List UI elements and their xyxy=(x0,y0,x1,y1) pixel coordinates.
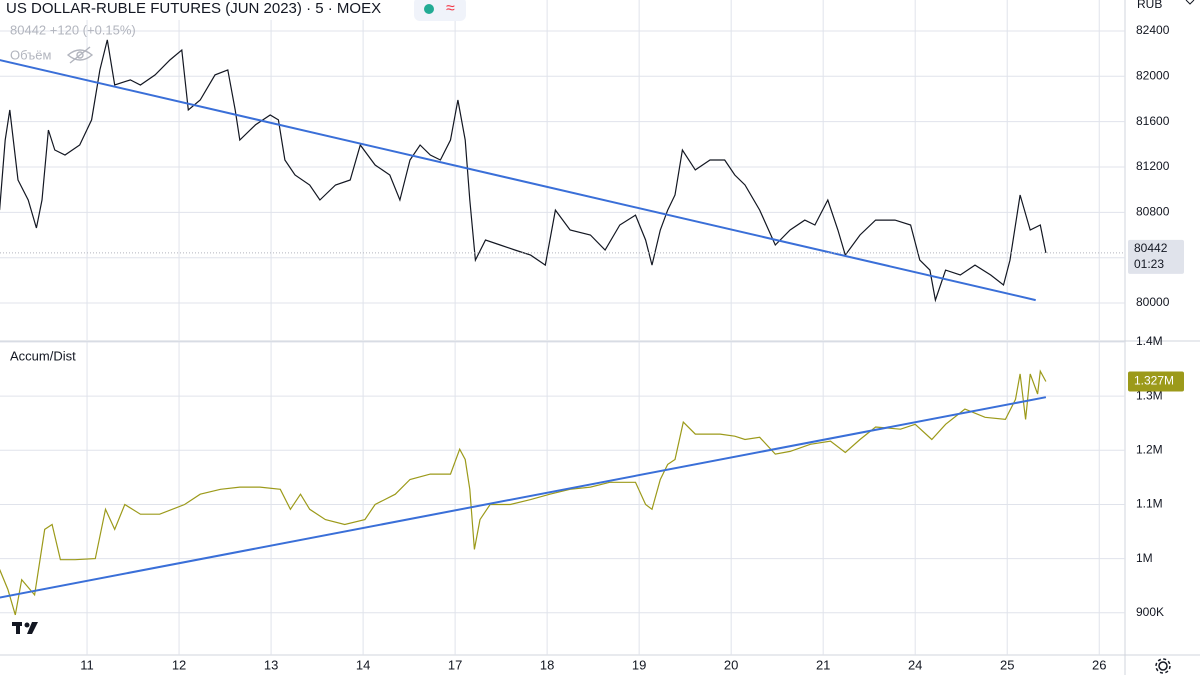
last-value: 80442 xyxy=(1134,241,1168,255)
x-tick-label: 26 xyxy=(1092,657,1106,672)
x-tick-label: 20 xyxy=(724,657,738,672)
y-tick-label: 81200 xyxy=(1136,159,1170,173)
y-tick-label: 1M xyxy=(1136,551,1153,565)
tv-logo xyxy=(12,622,38,634)
price-line xyxy=(0,39,1047,303)
settings-icon[interactable] xyxy=(1155,658,1171,674)
hide-icon[interactable] xyxy=(66,46,94,64)
y-tick-label: 80000 xyxy=(1136,295,1170,309)
currency[interactable]: RUB xyxy=(1137,0,1162,11)
status-pill xyxy=(414,0,466,21)
header-bg xyxy=(0,0,410,20)
last-value: 1.327M xyxy=(1134,374,1174,388)
x-tick-label: 21 xyxy=(816,657,830,672)
y-tick-label: 900K xyxy=(1136,605,1164,619)
y-tick-label: 1.3M xyxy=(1136,388,1163,402)
y-tick-label: 1.2M xyxy=(1136,442,1163,456)
countdown: 01:23 xyxy=(1134,257,1164,271)
trend-line xyxy=(0,396,1047,599)
currency-caret xyxy=(1185,0,1195,5)
y-tick-label: 81600 xyxy=(1136,114,1170,128)
x-tick-label: 19 xyxy=(632,657,646,672)
delay-icon: ≈ xyxy=(446,0,455,17)
x-tick-label: 25 xyxy=(1000,657,1014,672)
x-tick-label: 17 xyxy=(448,657,462,672)
price-line xyxy=(0,369,1047,616)
quote: 80442 +120 (+0.15%) xyxy=(10,22,136,37)
y-tick-label: 82000 xyxy=(1136,68,1170,82)
symbol-title: US DOLLAR-RUBLE FUTURES (JUN 2023) · 5 ·… xyxy=(6,0,381,17)
last-value-box xyxy=(1128,239,1184,274)
x-tick-label: 24 xyxy=(908,657,922,672)
trend-line xyxy=(0,59,1036,302)
y-tick-label: 1.1M xyxy=(1136,497,1163,511)
x-tick-label: 12 xyxy=(172,657,186,672)
y-tick-label: 82400 xyxy=(1136,23,1170,37)
last-value-box xyxy=(1128,371,1184,392)
market-open-dot xyxy=(424,4,434,14)
y-tick-label: 1.4M xyxy=(1136,334,1163,348)
y-tick-label: 80800 xyxy=(1136,205,1170,219)
indicator-title: Accum/Dist xyxy=(10,348,76,363)
x-tick-label: 18 xyxy=(540,657,554,672)
volume-label: Объём xyxy=(10,47,51,62)
x-tick-label: 11 xyxy=(80,657,94,672)
x-tick-label: 13 xyxy=(264,657,278,672)
x-tick-label: 14 xyxy=(356,657,370,672)
